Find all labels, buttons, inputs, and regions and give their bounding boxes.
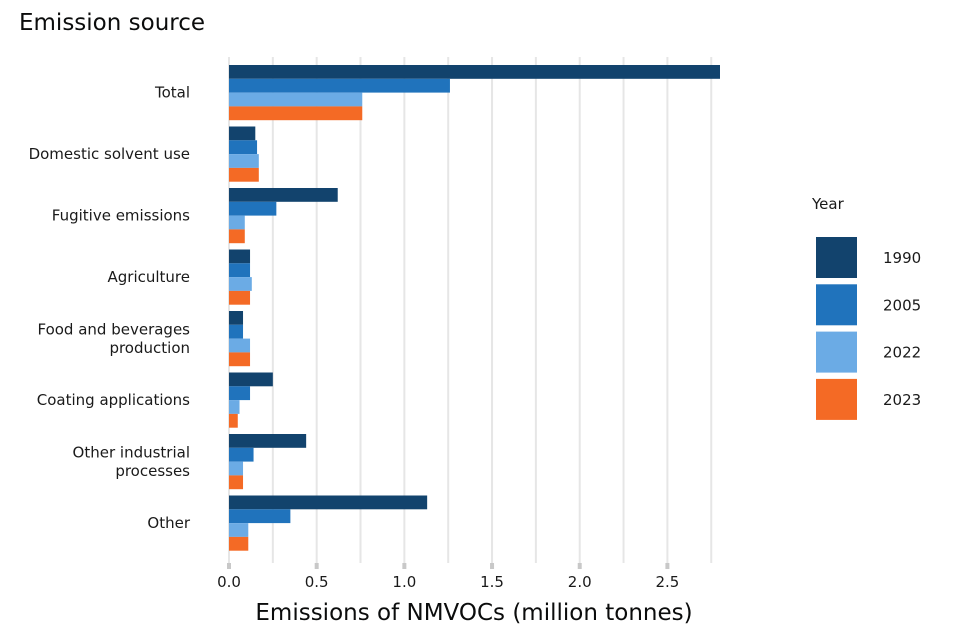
x-tick-label: 0.5 [305, 573, 329, 591]
legend: Year 1990 2005 2022 2023 [811, 195, 921, 420]
bar-2022 [229, 154, 259, 168]
bar-1990 [229, 372, 273, 387]
category-label: Total [154, 84, 190, 102]
bar-2023 [229, 106, 363, 121]
bar-1990 [229, 434, 307, 448]
legend-title: Year [811, 195, 845, 213]
bars [229, 65, 720, 551]
bar-2005 [229, 201, 277, 216]
x-tick-label: 2.5 [655, 573, 679, 591]
bar-2022 [229, 461, 244, 476]
legend-swatch-2005 [816, 284, 857, 326]
category-label: Other industrial processes [73, 443, 191, 480]
grid-lines [228, 57, 713, 563]
bar-2022 [229, 400, 240, 414]
legend-swatch-2023 [816, 378, 857, 420]
bar-2005 [229, 447, 254, 462]
bar-2023 [229, 229, 245, 244]
x-tick-label: 1.5 [480, 573, 504, 591]
bar-2022 [229, 215, 245, 230]
x-axis-title: Emissions of NMVOCs (million tonnes) [255, 600, 692, 626]
bar-2022 [229, 338, 251, 353]
bar-2005 [229, 78, 450, 93]
bar-2023 [229, 413, 238, 428]
bar-1990 [229, 249, 251, 264]
legend-swatch-1990 [816, 237, 857, 278]
bar-2005 [229, 509, 291, 524]
bar-2005 [229, 140, 258, 155]
x-tick-label: 0.0 [217, 573, 241, 591]
category-label: Agriculture [108, 268, 191, 286]
bar-1990 [229, 126, 256, 141]
category-label: Fugitive emissions [52, 207, 190, 225]
legend-label: 2005 [883, 296, 921, 314]
category-label: Food and beverages production [37, 320, 190, 357]
bar-1990 [229, 311, 244, 325]
legend-label: 1990 [883, 249, 921, 267]
bar-2022 [229, 523, 249, 537]
bar-1990 [229, 188, 338, 202]
x-axis-ticks: 0.0 0.5 1.0 1.5 2.0 2.5 [217, 563, 679, 591]
legend-label: 2023 [883, 391, 921, 409]
bar-2022 [229, 277, 252, 291]
category-label: Domestic solvent use [29, 145, 190, 163]
chart-title: Emission source [19, 10, 205, 36]
legend-swatch-2022 [816, 331, 857, 373]
category-label: Coating applications [37, 391, 190, 409]
category-labels: Total Domestic solvent use Fugitive emissi… [29, 84, 191, 532]
x-tick-label: 2.0 [568, 573, 592, 591]
bar-2023 [229, 290, 251, 305]
bar-2005 [229, 324, 244, 339]
bar-2005 [229, 386, 251, 401]
x-tick-label: 1.0 [392, 573, 416, 591]
bar-2022 [229, 92, 363, 107]
category-label: Other [147, 514, 190, 532]
legend-label: 2022 [883, 344, 921, 362]
bar-2023 [229, 536, 249, 551]
bar-2023 [229, 352, 251, 367]
bar-2005 [229, 263, 251, 278]
bar-2023 [229, 475, 244, 490]
bar-2023 [229, 167, 259, 182]
bar-1990 [229, 495, 428, 510]
bar-1990 [229, 65, 720, 79]
